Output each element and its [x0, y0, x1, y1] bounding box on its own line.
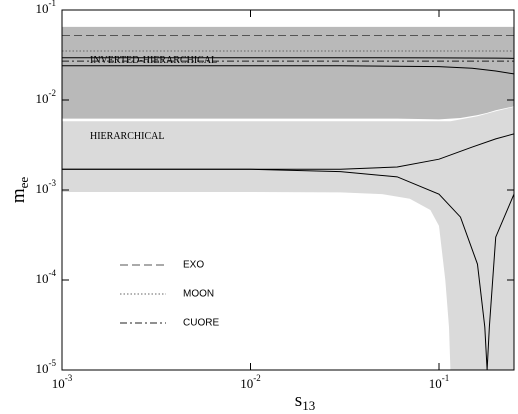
- tick-label-exp: -3: [49, 178, 57, 188]
- y-axis-label-base: m: [8, 188, 29, 203]
- tick-label-base: 10: [36, 271, 49, 286]
- tick-label: 10-2: [240, 373, 261, 391]
- legend-label: EXO: [183, 260, 204, 271]
- tick-label-base: 10: [36, 1, 49, 16]
- tick-label-base: 10: [429, 376, 442, 391]
- tick-label-exp: -2: [253, 373, 261, 383]
- bands: [62, 26, 514, 370]
- band: [62, 26, 514, 120]
- tick-label-exp: -1: [442, 373, 450, 383]
- tick-label-exp: -5: [49, 358, 57, 368]
- tick-label-base: 10: [52, 376, 65, 391]
- x-axis-label-sub: 13: [302, 398, 315, 413]
- band: [62, 106, 514, 370]
- tick-label-exp: -2: [49, 88, 57, 98]
- tick-label: 10-5: [36, 358, 57, 376]
- tick-label: 10-4: [36, 268, 57, 286]
- tick-label-base: 10: [36, 91, 49, 106]
- x-axis-label-base: s: [295, 390, 302, 411]
- y-axis-label-sub: ee: [16, 177, 31, 189]
- tick-label-exp: -3: [65, 373, 73, 383]
- band-label: INVERTED-HIERARCHICAL: [90, 55, 217, 66]
- tick-label: 10-1: [429, 373, 450, 391]
- series-line: [62, 57, 514, 59]
- tick-label-base: 10: [240, 376, 253, 391]
- lines: [62, 35, 514, 370]
- tick-label-exp: -1: [49, 0, 57, 8]
- tick-label: 10-3: [52, 373, 73, 391]
- tick-label: 10-2: [36, 88, 57, 106]
- tick-label: 10-3: [36, 178, 57, 196]
- band-label: HIERARCHICAL: [90, 131, 164, 142]
- legend-label: MOON: [183, 289, 214, 300]
- tick-label-base: 10: [36, 361, 49, 376]
- series-line: [62, 168, 514, 370]
- legend-label: CUORE: [183, 318, 219, 329]
- tick-label-exp: -4: [49, 268, 57, 278]
- tick-label-base: 10: [36, 181, 49, 196]
- y-axis-label: mee: [8, 177, 31, 204]
- tick-label: 10-1: [36, 0, 57, 16]
- series-line: [62, 65, 514, 75]
- x-axis-label: s13: [295, 390, 315, 413]
